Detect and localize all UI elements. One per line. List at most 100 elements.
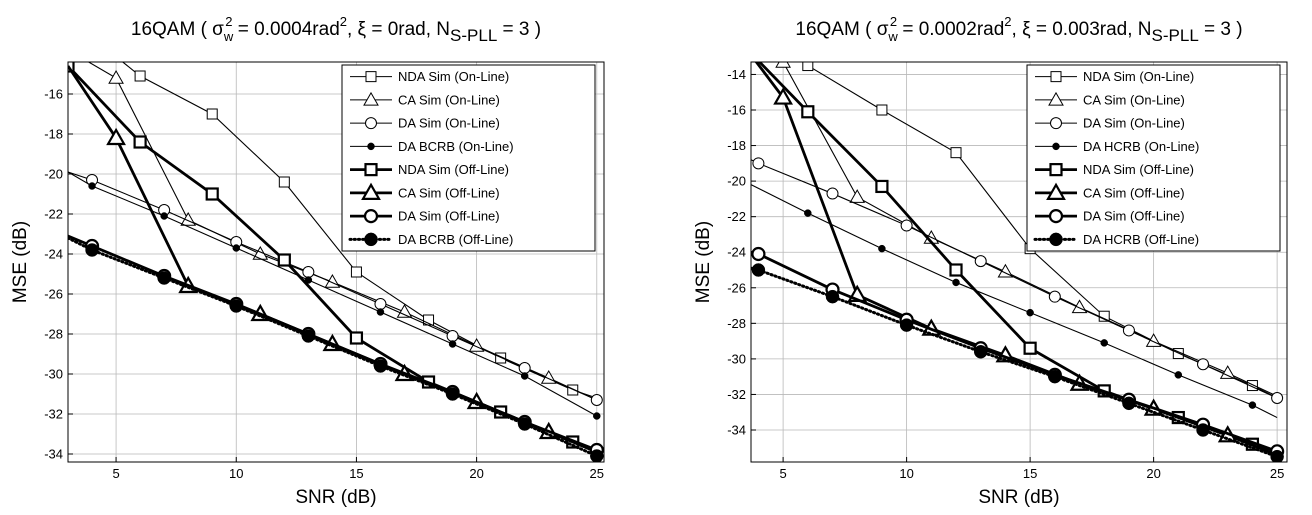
chart-1-plot-area [68,62,604,462]
chart-1-frame [67,61,605,463]
chart-2-series-ca-sim-off-line-point [773,87,794,105]
chart-2-series-da-hcrb-on-line-point [952,278,960,287]
chart-1-series-da-bcrb-on-line-point [88,182,96,190]
chart-1-series-da-bcrb-on-line-point [232,244,241,252]
chart-1-legend-marker-nda-sim-on-line [365,71,377,83]
chart-2-series-da-hcrb-off-line-point [1122,396,1136,411]
chart-1-y-axis-label: MSE (dB) [10,221,31,303]
chart-2-y-tick-label: -34 [727,423,746,438]
chart-2-series-da-hcrb-off-line-point [825,289,840,304]
chart-2-legend-label: DA HCRB (Off-Line) [1083,232,1199,247]
chart-1-series-ca-sim-on-line-point [108,69,124,84]
chart-2-y-tick-label: -24 [727,245,746,260]
chart-2-y-axis-label: MSE (dB) [693,221,714,303]
chart-1-series-nda-sim-on-line-point [495,352,507,364]
chart-1-series-da-bcrb-off-line [68,236,604,462]
chart-2-legend-marker-da-sim-off-line [1048,209,1064,224]
chart-1-series-ca-sim-on-line-point [252,245,269,260]
chart-2-y-tick-label: -14 [727,67,746,82]
chart-2-legend-marker-da-hcrb-off-line [1049,232,1063,247]
chart-2-legend: NDA Sim (On-Line) CA Sim (On-Line) DA Sim … [1026,64,1281,252]
chart-1-title: 16QAM ( σw2 = 0.0004rad2, ξ = 0rad, NS-P… [131,14,541,45]
chart-2-series-da-sim-on-line-point [1197,358,1210,371]
chart-1-series-da-bcrb-on-line-point [304,276,313,284]
chart-2-y-tick-label: -20 [727,174,746,189]
chart-1-legend-label: DA BCRB (Off-Line) [398,232,513,247]
chart-2-series-da-sim-on-line-point [752,157,765,170]
chart-1-legend-label: DA Sim (On-Line) [398,116,500,131]
chart-2-y-tick-label: -22 [727,209,746,224]
chart-2-x-tick-label: 5 [779,466,786,481]
chart-1-legend-marker-da-bcrb-off-line [364,232,378,247]
chart-2-frame [750,61,1288,463]
chart-1-series-da-bcrb-off-line-point [229,299,244,313]
chart-2-series-da-hcrb-off-line-point [1048,369,1062,384]
chart-1-x-tick-label: 5 [112,466,119,481]
chart-1-series-nda-sim-on-line-point [350,266,362,278]
chart-1-series-da-bcrb-on-line-point [593,412,601,420]
chart-1-series-da-bcrb-off-line-line [68,236,599,458]
chart-1-legend-label: CA Sim (Off-Line) [398,185,500,200]
chart-2-series-nda-sim-off-line-point [875,179,889,194]
chart-2-x-tick-label: 15 [1023,466,1037,481]
chart-1-series-da-sim-off-line-line [68,234,598,452]
chart-1-y-tick-label: -24 [44,247,63,262]
chart-2-series-nda-sim-off-line-point [1023,341,1037,355]
chart-2-series-da-hcrb-on-line-point [804,209,812,217]
chart-1-y-tick-label: -26 [44,287,63,302]
chart-2-legend-label: DA HCRB (On-Line) [1083,139,1199,154]
chart-2-series-da-hcrb-off-line-point [1196,423,1210,437]
chart-1-legend-label: NDA Sim (Off-Line) [398,162,509,177]
chart-1-series-ca-sim-off-line-point [106,127,126,146]
chart-1-series-da-sim-on-line-point [518,362,531,374]
chart-2-y-tick-label: -18 [727,138,746,153]
chart-1-series-nda-sim-on-line-point [278,176,290,188]
chart-2-plot-area [751,62,1285,462]
chart-1-legend-label: DA Sim (Off-Line) [398,209,500,224]
chart-2: 5 10 15 20 25 -34 -32 -30 -28 -26 -24 -22 -20 -18 -16 -… [693,14,1288,508]
chart-2-series-da-sim-on-line-point [900,219,913,232]
chart-1-series-da-bcrb-off-line-point [157,271,171,285]
chart-2-series-da-hcrb-off-line [751,263,1284,462]
chart-2-legend-marker-da-hcrb-on-line [1052,142,1060,151]
chart-2-series-da-sim-on-line-point [1271,392,1284,404]
chart-1-series-da-bcrb-off-line-point [517,417,532,431]
chart-2-series-ca-sim-on-line-point [775,62,791,68]
chart-1-legend-marker-da-sim-on-line [365,117,377,130]
chart-2-legend-box [1026,64,1281,252]
chart-2-legend-label: DA Sim (On-Line) [1083,116,1185,131]
chart-1-series-nda-sim-on-line-point [206,108,218,120]
chart-1-series-nda-sim-off-line-point [349,331,364,345]
chart-2-series-da-hcrb-off-line-point [899,318,914,332]
chart-2-legend-marker-nda-sim-off-line [1049,163,1063,177]
chart-2-y-tick-label: -16 [727,103,746,118]
chart-1-legend-marker-ca-sim-on-line [363,91,379,106]
chart-2-series-da-sim-off-line-point [751,246,766,262]
chart-1-series-nda-sim-off-line-point [133,135,147,149]
chart-1-x-tick-label: 20 [469,466,483,481]
chart-1-x-tick-label: 25 [590,466,604,481]
chart-1-legend-marker-nda-sim-off-line [364,163,378,177]
chart-1-series-da-sim-on-line-point [374,298,387,310]
chart-1-series-ca-sim-on-line-point [396,303,413,318]
chart-1-series-da-bcrb-off-line-point [590,449,604,462]
chart-1-series-nda-sim-off-line-point [68,62,75,73]
chart-2-y-tick-label: -30 [727,351,746,366]
chart-1-series-nda-sim-off-line-point [205,187,219,201]
chart-1-series-da-bcrb-off-line-point [373,359,388,373]
chart-1-legend-marker-ca-sim-off-line [361,182,381,200]
chart-2-series-nda-sim-on-line-point [802,62,814,72]
chart-2-legend-label: DA Sim (Off-Line) [1083,209,1185,224]
chart-2-series-da-sim-on-line-point [1048,290,1061,303]
chart-1-legend-marker-da-sim-off-line [363,209,379,224]
chart-1-legend: NDA Sim (On-Line) CA Sim (On-Line) DA Sim … [341,64,596,252]
chart-2-legend-label: NDA Sim (On-Line) [1083,69,1194,84]
chart-1-series-da-bcrb-off-line-point [445,387,460,401]
chart-1-legend-box [341,64,596,252]
chart-2-legend-marker-da-sim-on-line [1050,117,1062,130]
chart-1: 5 10 15 20 25 -34 -32 -30 -28 -26 -24 -22 -20 -18 -16 N… [10,14,605,508]
chart-1-series-nda-sim-on-line-point [134,70,146,82]
chart-1-series-da-bcrb-on-line [68,171,601,420]
chart-1-y-tick-label: -30 [44,367,63,382]
chart-2-title: 16QAM ( σw2 = 0.0002rad2, ξ = 0.003rad, … [795,14,1242,45]
